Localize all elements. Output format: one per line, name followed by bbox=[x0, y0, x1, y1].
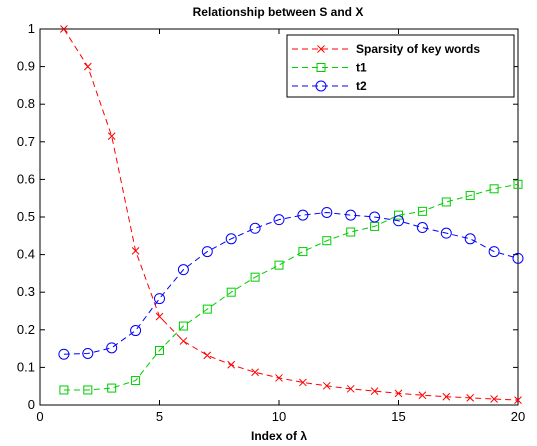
x-tick-label: 0 bbox=[36, 409, 43, 424]
axes: 0 5 10 15 20 0 0.1 0.2 0.3 0.4 0.5 0.6 0.7 0.8 0.9 1 bbox=[17, 21, 525, 424]
y-tick-label: 1 bbox=[28, 21, 35, 36]
series-3-line bbox=[63, 211, 519, 355]
series-2-marker bbox=[226, 287, 236, 297]
series-3-marker bbox=[488, 246, 500, 258]
y-tick-label: 0.1 bbox=[17, 359, 35, 374]
legend-item: t1 bbox=[292, 61, 367, 75]
chart-title: Relationship between S and X bbox=[193, 5, 364, 19]
series-1-marker bbox=[275, 374, 283, 382]
series-1-marker bbox=[83, 62, 92, 71]
series-3-marker bbox=[130, 325, 142, 337]
series-2-marker bbox=[298, 247, 308, 257]
series-2-marker bbox=[322, 236, 332, 246]
legend-marker bbox=[315, 80, 327, 92]
legend-marker bbox=[316, 63, 326, 72]
series-1-marker bbox=[155, 312, 164, 321]
series-1-marker bbox=[370, 387, 379, 395]
legend-label: t2 bbox=[356, 79, 367, 93]
series-2-marker bbox=[107, 383, 117, 393]
series-1-marker bbox=[131, 246, 140, 255]
legend-item: t2 bbox=[292, 79, 367, 93]
series-3-marker bbox=[249, 222, 261, 234]
x-tick-label: 10 bbox=[272, 409, 286, 424]
series-1-marker bbox=[418, 391, 427, 400]
series-1-marker bbox=[490, 395, 498, 403]
series-2-marker bbox=[346, 227, 356, 237]
y-tick-label: 0.8 bbox=[17, 96, 35, 111]
legend-item: Sparsity of key words bbox=[292, 42, 480, 56]
series-3-marker bbox=[512, 252, 524, 264]
series-2-marker bbox=[178, 321, 188, 331]
series-3-marker bbox=[393, 215, 404, 227]
legend: Sparsity of key words t1 t2 bbox=[286, 34, 515, 98]
x-tick-label: 15 bbox=[391, 409, 405, 424]
series-1-marker bbox=[60, 25, 68, 33]
series-3-marker bbox=[464, 233, 476, 245]
series-2-marker bbox=[465, 191, 475, 201]
series-2-marker bbox=[155, 345, 164, 355]
y-tick-label: 0.6 bbox=[17, 171, 35, 186]
series-3-marker bbox=[177, 264, 189, 276]
series-3-marker bbox=[154, 293, 165, 305]
series-2-marker bbox=[83, 385, 93, 395]
series-1-marker bbox=[466, 394, 475, 402]
series-1 bbox=[60, 25, 522, 404]
series-3-marker bbox=[225, 233, 237, 245]
x-tick-label: 20 bbox=[511, 409, 525, 424]
series-1-marker bbox=[299, 378, 307, 387]
y-tick-label: 0.5 bbox=[17, 209, 35, 224]
series-3-marker bbox=[82, 347, 94, 359]
y-tick-label: 0.7 bbox=[17, 134, 35, 149]
series-3-marker bbox=[297, 209, 309, 221]
series-1-marker bbox=[346, 384, 355, 393]
series-2-marker bbox=[274, 260, 284, 270]
legend-marker bbox=[317, 45, 325, 53]
series-3-marker bbox=[201, 246, 213, 258]
y-tick-label: 0.9 bbox=[17, 59, 35, 74]
series-1-marker bbox=[179, 337, 188, 345]
series-3-marker bbox=[416, 222, 428, 234]
series-1-marker bbox=[514, 396, 522, 404]
series-1-marker bbox=[442, 392, 451, 401]
x-tick-label: 5 bbox=[156, 409, 163, 424]
series-1-marker bbox=[203, 351, 212, 360]
series-2-marker bbox=[394, 210, 403, 220]
y-tick-label: 0.3 bbox=[17, 284, 35, 299]
y-tick-label: 0.4 bbox=[17, 247, 35, 262]
series-3-marker bbox=[345, 209, 357, 221]
series-3-marker bbox=[106, 342, 118, 354]
series-1-line bbox=[63, 28, 519, 401]
series-2-marker bbox=[417, 206, 427, 216]
series-2-marker bbox=[59, 385, 69, 395]
series-1-marker bbox=[394, 389, 403, 398]
series-1-marker bbox=[227, 360, 236, 369]
y-tick-label: 0 bbox=[28, 397, 35, 412]
series-2-marker bbox=[489, 184, 499, 194]
series-2-marker bbox=[202, 304, 212, 314]
x-axis-label: Index of λ bbox=[251, 429, 307, 443]
series-3-marker bbox=[273, 214, 285, 226]
series-3 bbox=[58, 206, 524, 360]
legend-label: Sparsity of key words bbox=[356, 42, 480, 56]
series-3-marker bbox=[321, 206, 333, 218]
series-3-marker bbox=[58, 348, 70, 360]
y-tick-label: 0.2 bbox=[17, 322, 35, 337]
series-2-marker bbox=[250, 272, 260, 282]
series-1-marker bbox=[251, 368, 259, 377]
series-2 bbox=[59, 179, 523, 395]
series-3-marker bbox=[440, 227, 452, 239]
series-2-marker bbox=[513, 179, 523, 189]
series-layer bbox=[58, 25, 524, 404]
series-3-marker bbox=[369, 211, 381, 223]
legend-label: t1 bbox=[356, 61, 367, 75]
series-1-marker bbox=[107, 132, 116, 141]
series-1-marker bbox=[322, 381, 331, 390]
series-2-marker bbox=[131, 376, 141, 386]
series-2-marker bbox=[441, 197, 451, 207]
